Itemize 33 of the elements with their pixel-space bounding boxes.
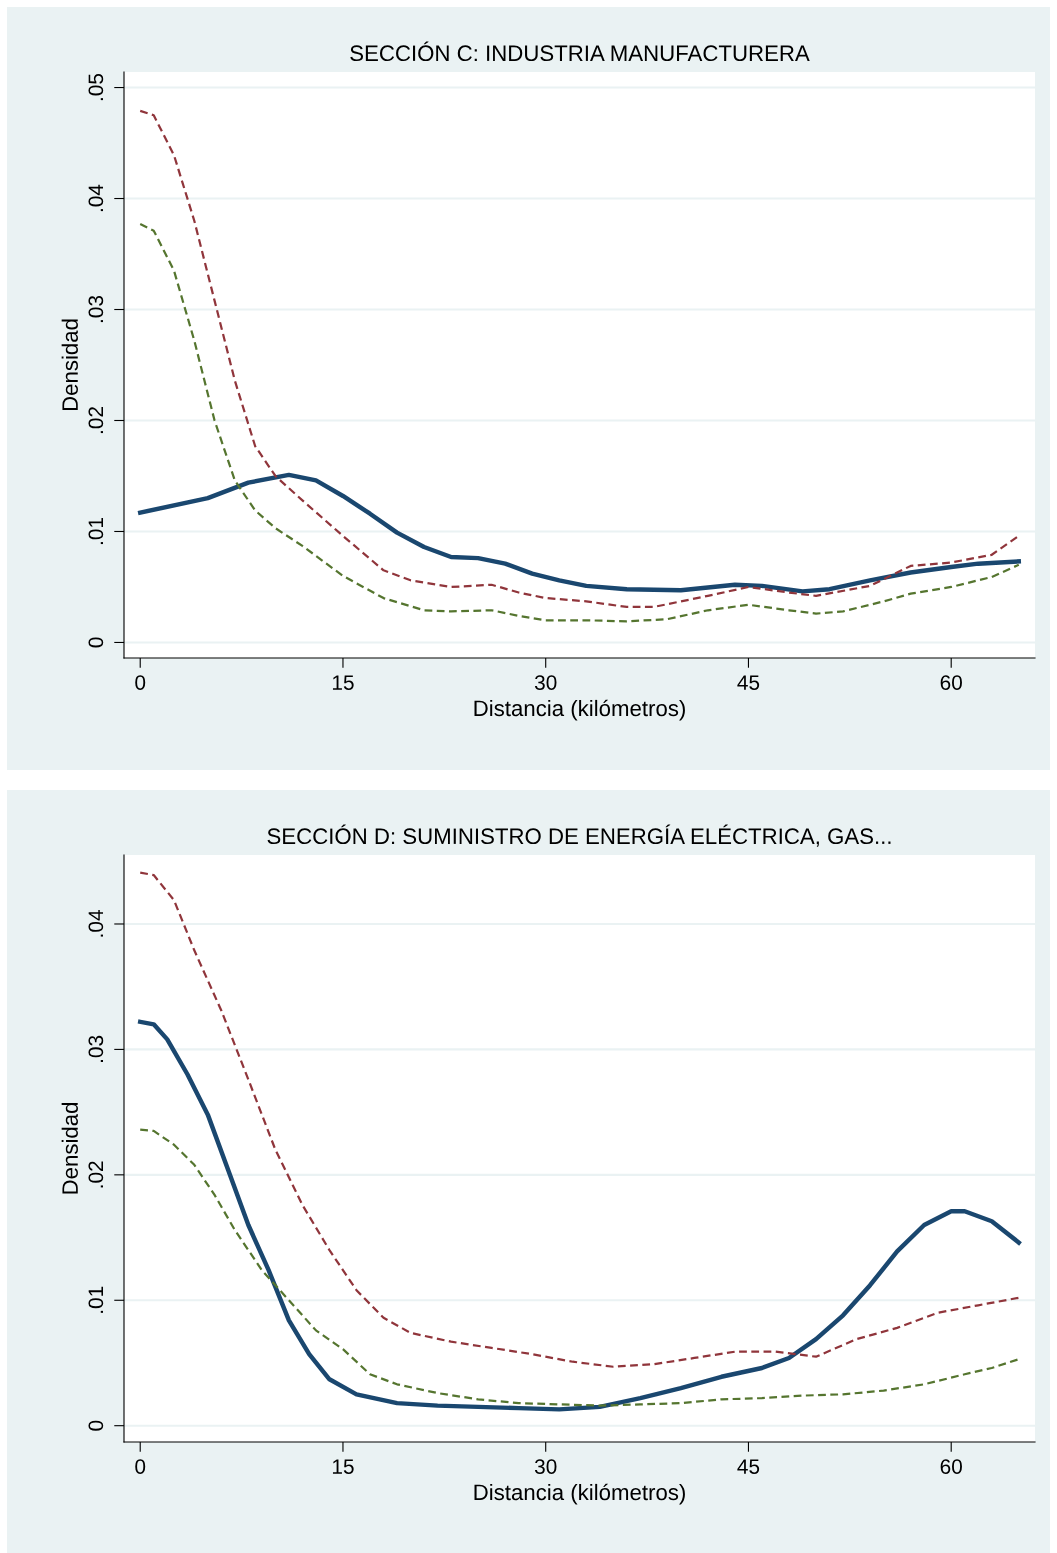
x-tick-label: 15 [332, 675, 354, 690]
line-series [139, 1128, 1020, 1407]
x-tick-label: 60 [940, 1459, 962, 1474]
y-tick-label: .05 [88, 73, 104, 101]
x-tick-label: 30 [534, 675, 557, 690]
x-axis-title: Distancia (kilómetros) [474, 699, 685, 721]
line-series [139, 871, 1020, 1368]
y-tick-label: .01 [88, 518, 104, 545]
x-tick-label: 15 [332, 1459, 354, 1474]
y-tick-label: 0 [88, 1420, 104, 1431]
x-tick-label: 0 [135, 1459, 146, 1474]
line-series [139, 109, 1020, 609]
chart-title: SECCIÓN D: SUMINISTRO DE ENERGÍA ELÉCTRICA, GAS... [267, 824, 891, 847]
x-tick-label: 60 [940, 675, 962, 690]
line-series [138, 1019, 1021, 1412]
y-tick-label: .03 [88, 295, 104, 323]
x-tick-label: 45 [737, 1459, 760, 1474]
y-tick-label: .04 [88, 184, 104, 212]
y-tick-label: .02 [88, 1161, 104, 1188]
y-tick-label: .01 [88, 1286, 104, 1313]
x-tick-label: 0 [135, 675, 146, 690]
chart-title: SECCIÓN C: INDUSTRIA MANUFACTURERA [350, 41, 810, 62]
y-axis-title: Densidad [61, 319, 78, 411]
y-tick-label: .02 [88, 407, 104, 434]
y-tick-label: .03 [88, 1035, 104, 1062]
x-axis-title: Distancia (kilómetros) [474, 1483, 685, 1505]
line-series [139, 222, 1020, 623]
x-tick-label: 45 [737, 675, 760, 690]
y-tick-label: 0 [88, 637, 104, 648]
line-series [138, 472, 1021, 594]
y-tick-label: .04 [88, 910, 104, 937]
x-tick-label: 30 [534, 1459, 557, 1474]
y-axis-title: Densidad [61, 1102, 78, 1194]
